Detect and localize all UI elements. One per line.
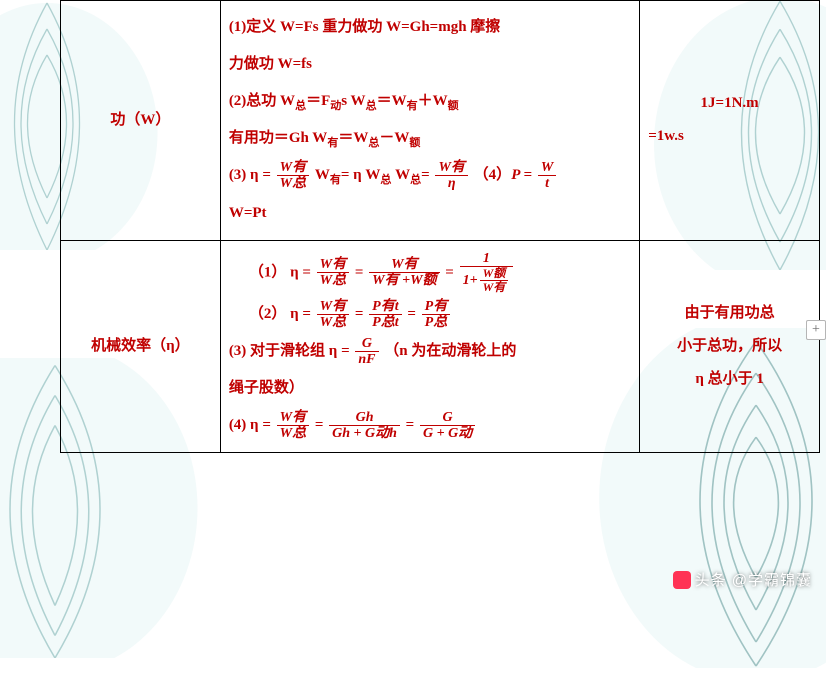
- formula-text: （2） η = W有W总 = P有tP总t = P有P总: [229, 298, 631, 331]
- row-notes-work: 1J=1N.m =1w.s: [640, 1, 820, 241]
- formula-text: (3) 对于滑轮组 η = GnF （n 为在动滑轮上的: [229, 335, 631, 368]
- row-formulas-work: (1)定义 W=Fs 重力做功 W=Gh=mgh 摩擦 力做功 W=fs (2)…: [220, 1, 639, 241]
- scrollbar-track[interactable]: [810, 0, 826, 598]
- formula-text: (4) η = W有W总 = GhGh + G动h = GG + G动: [229, 409, 631, 442]
- formula-text: (2)总功 W总＝F动s W总＝W有＋W额: [229, 85, 631, 118]
- expand-plus-button[interactable]: +: [806, 320, 826, 340]
- toutiao-logo-icon: [673, 571, 691, 589]
- formula-text: （1） η = W有W总 = W有W有 +W额 = 1 1+W额W有: [229, 251, 631, 295]
- note-text: =1w.s: [648, 120, 811, 153]
- formula-text: 绳子股数）: [229, 372, 631, 405]
- watermark-text: 头条 @学霸锦囊: [695, 569, 812, 590]
- table-row: 机械效率（η） （1） η = W有W总 = W有W有 +W额 = 1 1+W额…: [61, 240, 820, 453]
- row-formulas-efficiency: （1） η = W有W总 = W有W有 +W额 = 1 1+W额W有 （2） η…: [220, 240, 639, 453]
- formula-text: W=Pt: [229, 197, 631, 230]
- row-title-work: 功（W）: [61, 1, 221, 241]
- note-text: η 总小于 1: [648, 363, 811, 396]
- note-text: 小于总功，所以: [648, 330, 811, 363]
- note-text: 1J=1N.m: [648, 87, 811, 120]
- table-row: 功（W） (1)定义 W=Fs 重力做功 W=Gh=mgh 摩擦 力做功 W=f…: [61, 1, 820, 241]
- row-title-efficiency: 机械效率（η）: [61, 240, 221, 453]
- formula-text: (1)定义 W=Fs 重力做功 W=Gh=mgh 摩擦: [229, 11, 631, 44]
- formula-text: (3) η = W有W总 W有= η W总 W总= W有η （4）P = Wt: [229, 159, 631, 192]
- row-notes-efficiency: 由于有用功总 小于总功，所以 η 总小于 1: [640, 240, 820, 453]
- watermark: 头条 @学霸锦囊: [673, 569, 812, 590]
- formula-table: 功（W） (1)定义 W=Fs 重力做功 W=Gh=mgh 摩擦 力做功 W=f…: [60, 0, 820, 453]
- formula-text: 有用功＝Gh W有＝W总－W额: [229, 122, 631, 155]
- formula-text: 力做功 W=fs: [229, 48, 631, 81]
- note-text: 由于有用功总: [648, 297, 811, 330]
